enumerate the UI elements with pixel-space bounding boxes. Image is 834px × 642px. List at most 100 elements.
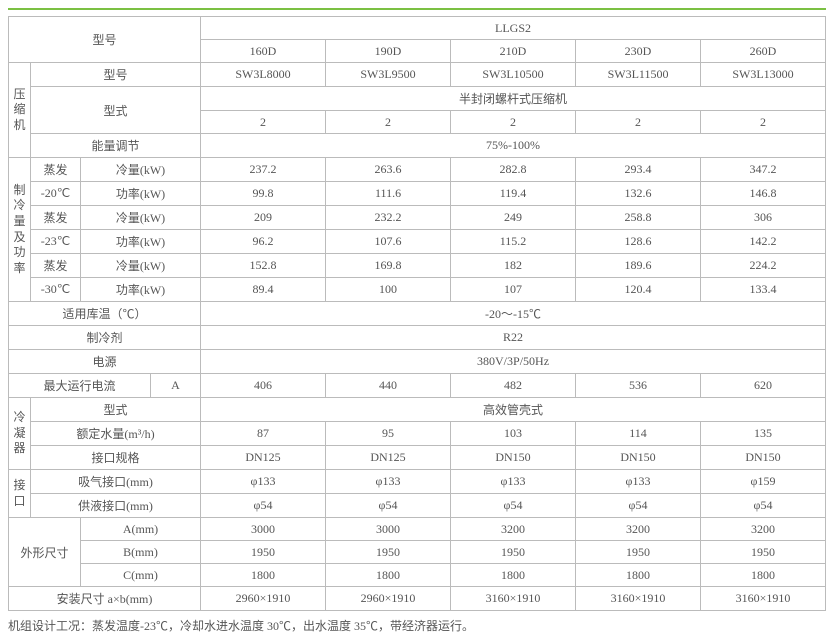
cell: DN150 — [451, 446, 576, 470]
cell: 536 — [576, 374, 701, 398]
cell: 2 — [326, 111, 451, 134]
dim-c-label: C(mm) — [81, 564, 201, 587]
cell: 3200 — [451, 518, 576, 541]
cell: φ54 — [701, 494, 826, 518]
power-source-label: 电源 — [9, 350, 201, 374]
evap-deg: -30℃ — [31, 278, 81, 302]
evap-deg: -20℃ — [31, 182, 81, 206]
cell: 135 — [701, 422, 826, 446]
cell: 482 — [451, 374, 576, 398]
cell: 224.2 — [701, 254, 826, 278]
cell: DN150 — [701, 446, 826, 470]
table-row: 额定水量(m³/h) 87 95 103 114 135 — [9, 422, 826, 446]
cell: 237.2 — [201, 158, 326, 182]
cell: 282.8 — [451, 158, 576, 182]
comp-type-label: 型式 — [31, 87, 201, 134]
cell: 1800 — [201, 564, 326, 587]
cell: 189.6 — [576, 254, 701, 278]
cell: 306 — [701, 206, 826, 230]
cell: 3000 — [201, 518, 326, 541]
storage-temp-label: 适用库温（℃） — [9, 302, 201, 326]
cell: 120.4 — [576, 278, 701, 302]
cell: φ54 — [451, 494, 576, 518]
cell: 119.4 — [451, 182, 576, 206]
cell: 152.8 — [201, 254, 326, 278]
table-row: 能量调节 75%-100% — [9, 134, 826, 158]
table-row: 蒸发 冷量(kW) 209 232.2 249 258.8 306 — [9, 206, 826, 230]
cell: SW3L13000 — [701, 63, 826, 87]
suction-label: 吸气接口(mm) — [31, 470, 201, 494]
cell: 1950 — [451, 541, 576, 564]
cell: 1950 — [701, 541, 826, 564]
power-source-value: 380V/3P/50Hz — [201, 350, 826, 374]
cell: 347.2 — [701, 158, 826, 182]
liquid-label: 供液接口(mm) — [31, 494, 201, 518]
cell: φ54 — [326, 494, 451, 518]
cell: 114 — [576, 422, 701, 446]
cell: 249 — [451, 206, 576, 230]
comp-type-value: 半封闭螺杆式压缩机 — [201, 87, 826, 111]
cell: 1950 — [576, 541, 701, 564]
cond-type-value: 高效管壳式 — [201, 398, 826, 422]
table-row: 冷凝器 型式 高效管壳式 — [9, 398, 826, 422]
cool-label: 冷量(kW) — [81, 158, 201, 182]
ports-group: 接口 — [9, 470, 31, 518]
condenser-group: 冷凝器 — [9, 398, 31, 470]
table-row: 制冷剂 R22 — [9, 326, 826, 350]
cell: 440 — [326, 374, 451, 398]
table-row: 供液接口(mm) φ54 φ54 φ54 φ54 φ54 — [9, 494, 826, 518]
cell: 2 — [701, 111, 826, 134]
cell: 95 — [326, 422, 451, 446]
series-value: LLGS2 — [201, 17, 826, 40]
cell: 2 — [201, 111, 326, 134]
cell: DN125 — [326, 446, 451, 470]
table-row: 外形尺寸 A(mm) 3000 3000 3200 3200 3200 — [9, 518, 826, 541]
cond-water-label: 额定水量(m³/h) — [31, 422, 201, 446]
cell: φ133 — [576, 470, 701, 494]
cell: 89.4 — [201, 278, 326, 302]
capacity-value: 75%-100% — [201, 134, 826, 158]
cell: φ133 — [451, 470, 576, 494]
cell: 3200 — [576, 518, 701, 541]
comp-model-label: 型号 — [31, 63, 201, 87]
cool-label: 冷量(kW) — [81, 254, 201, 278]
cell: φ54 — [576, 494, 701, 518]
table-row: 制冷量及功率 蒸发 冷量(kW) 237.2 263.6 282.8 293.4… — [9, 158, 826, 182]
evap-label: 蒸发 — [31, 254, 81, 278]
cell: 1800 — [326, 564, 451, 587]
cooling-group: 制冷量及功率 — [9, 158, 31, 302]
cell: SW3L8000 — [201, 63, 326, 87]
cell: 293.4 — [576, 158, 701, 182]
cell: 3200 — [701, 518, 826, 541]
table-row: 压缩机 型号 SW3L8000 SW3L9500 SW3L10500 SW3L1… — [9, 63, 826, 87]
power-label: 功率(kW) — [81, 182, 201, 206]
cell: SW3L11500 — [576, 63, 701, 87]
compressor-group: 压缩机 — [9, 63, 31, 158]
cell: 111.6 — [326, 182, 451, 206]
cell: 2960×1910 — [201, 587, 326, 611]
cell: φ159 — [701, 470, 826, 494]
footnote: 机组设计工况：蒸发温度-23℃，冷却水进水温度 30℃，出水温度 35℃，带经济… — [8, 617, 826, 634]
cell: 258.8 — [576, 206, 701, 230]
cell: 142.2 — [701, 230, 826, 254]
table-row: 接口 吸气接口(mm) φ133 φ133 φ133 φ133 φ159 — [9, 470, 826, 494]
model-col: 210D — [451, 40, 576, 63]
cell: 128.6 — [576, 230, 701, 254]
cell: 1950 — [201, 541, 326, 564]
table-row: 型式 半封闭螺杆式压缩机 — [9, 87, 826, 111]
cell: 3160×1910 — [451, 587, 576, 611]
cell: 1950 — [326, 541, 451, 564]
cell: 115.2 — [451, 230, 576, 254]
dim-b-label: B(mm) — [81, 541, 201, 564]
cell: 3160×1910 — [576, 587, 701, 611]
model-col: 160D — [201, 40, 326, 63]
max-current-label: 最大运行电流 — [9, 374, 151, 398]
spec-table: 型号 LLGS2 160D 190D 210D 230D 260D 压缩机 型号… — [8, 16, 826, 611]
cell: 406 — [201, 374, 326, 398]
evap-label: 蒸发 — [31, 206, 81, 230]
cell: SW3L10500 — [451, 63, 576, 87]
table-row: 电源 380V/3P/50Hz — [9, 350, 826, 374]
cell: 3000 — [326, 518, 451, 541]
cell: 3160×1910 — [701, 587, 826, 611]
cond-conn-label: 接口规格 — [31, 446, 201, 470]
